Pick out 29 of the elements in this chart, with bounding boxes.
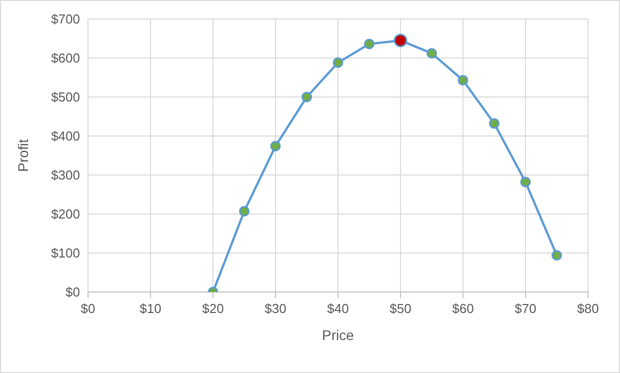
point	[426, 48, 437, 59]
y-tick-label: $200	[51, 206, 80, 222]
x-tick-label: $0	[80, 301, 96, 316]
point	[489, 118, 500, 129]
y-tick-label: $600	[51, 50, 80, 66]
y-tick-label: $400	[51, 128, 80, 144]
x-tick-label: $50	[390, 301, 412, 316]
point	[364, 38, 374, 50]
x-tick-label: $40	[327, 301, 349, 316]
y-tick-label: $700	[51, 12, 80, 27]
y-tick-label: $100	[51, 246, 80, 261]
x-tick-label: $70	[514, 301, 536, 316]
point	[239, 206, 250, 217]
x-axis-title: Price	[322, 327, 354, 343]
y-tick-label: $500	[51, 90, 80, 105]
y-tick-label: $300	[51, 168, 80, 183]
point	[520, 176, 531, 188]
y-tick-label: $0	[66, 284, 80, 300]
x-tick-label: $10	[140, 301, 162, 316]
x-tick-label: $60	[452, 301, 474, 316]
x-tick-label: $30	[264, 301, 286, 316]
point	[332, 57, 344, 68]
point	[302, 92, 312, 102]
point	[458, 74, 468, 86]
x-tick-label: $80	[577, 301, 599, 316]
point	[552, 250, 562, 261]
x-tick-label: $20	[202, 301, 224, 316]
point	[270, 140, 281, 152]
y-axis-title: Profit	[14, 139, 31, 172]
